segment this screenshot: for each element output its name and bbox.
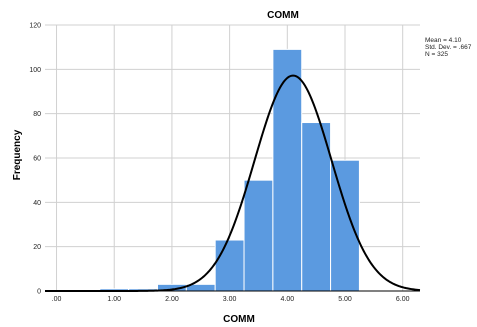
y-tick-label: 100 — [29, 67, 41, 74]
y-tick-labels: 0 20 40 60 80 100 120 — [29, 23, 41, 296]
chart-title: COMM — [267, 10, 299, 21]
x-tick-label: .00 — [52, 296, 62, 303]
histogram-bar — [272, 48, 303, 292]
x-tick-label: 5.00 — [338, 296, 352, 303]
x-tick-label: 4.00 — [280, 296, 294, 303]
x-tick-label: 1.00 — [107, 296, 121, 303]
y-tick-label: 80 — [33, 111, 41, 118]
stats-n: N = 325 — [425, 51, 448, 58]
histogram-bar — [301, 122, 332, 292]
x-axis-label: COMM — [223, 314, 255, 325]
y-tick-label: 0 — [37, 289, 41, 296]
histogram-bar — [330, 159, 360, 292]
stats-mean: Mean = 4.10 — [425, 37, 462, 44]
histogram-bar — [243, 179, 274, 292]
x-tick-label: 2.00 — [165, 296, 179, 303]
x-tick-label: 6.00 — [396, 296, 410, 303]
x-tick-labels: .00 1.00 2.00 3.00 4.00 5.00 6.00 — [52, 296, 410, 303]
y-axis-label: Frequency — [12, 129, 23, 180]
stats-box: Mean = 4.10 Std. Dev. = .667 N = 325 — [425, 37, 472, 58]
histogram-bar — [214, 239, 245, 292]
stats-sd: Std. Dev. = .667 — [425, 44, 472, 51]
y-tick-label: 120 — [29, 23, 41, 30]
y-tick-label: 60 — [33, 156, 41, 163]
x-tick-label: 3.00 — [223, 296, 237, 303]
y-gridlines — [45, 24, 420, 292]
y-tick-label: 20 — [33, 244, 41, 251]
y-tick-label: 40 — [33, 200, 41, 207]
